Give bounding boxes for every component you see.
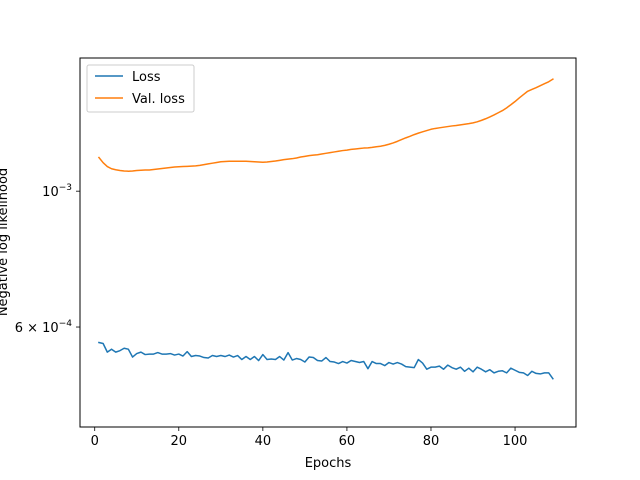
axes-frame: [79, 57, 577, 428]
y-tick-label: 10−3: [42, 183, 72, 200]
x-tick-label: 40: [255, 434, 272, 449]
x-axis: 0 20 40 60 80 100: [91, 427, 528, 449]
x-tick-label: 20: [171, 434, 188, 449]
x-tick-label: 60: [339, 434, 356, 449]
plot-area: [97, 78, 554, 380]
x-tick-label: 100: [503, 434, 528, 449]
series-line-loss: [98, 341, 554, 380]
x-tick-label: 80: [423, 434, 440, 449]
legend: Loss Val. loss: [86, 64, 195, 113]
y-axis-title: Negative log likelihood: [0, 168, 11, 316]
x-tick-label: 0: [91, 434, 99, 449]
legend-label-val-loss: Val. loss: [132, 92, 185, 107]
legend-label-loss: Loss: [132, 70, 161, 85]
y-tick-label: 6 × 10−4: [15, 319, 73, 336]
x-axis-title: Epochs: [305, 456, 352, 471]
y-axis: 10−3 6 × 10−4: [15, 183, 80, 336]
series-line-val-loss: [97, 78, 554, 172]
